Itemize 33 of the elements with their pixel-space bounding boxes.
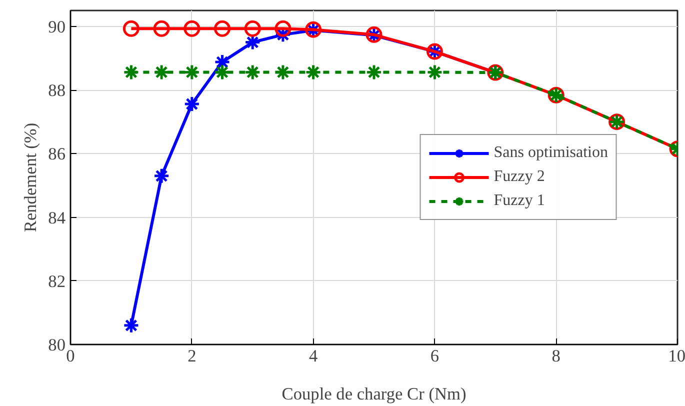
y-tick-label: 80: [48, 336, 66, 354]
point: [184, 64, 200, 80]
point: [122, 64, 140, 80]
x-tick-label: 4: [308, 346, 318, 366]
point: [153, 20, 170, 37]
point: [426, 64, 443, 80]
x-tick-label: 0: [66, 346, 75, 366]
point: [122, 20, 140, 37]
x-tick-label: 2: [188, 346, 196, 366]
y-tick-label: 90: [48, 17, 66, 36]
point: [214, 20, 230, 37]
y-tick-label: 84: [48, 208, 66, 228]
point: [184, 96, 200, 112]
y-axis-title: Rendement (%): [21, 122, 40, 232]
legend-label: Fuzzy 2: [494, 168, 545, 186]
y-tick-label: 82: [48, 272, 66, 291]
point: [244, 20, 261, 37]
x-tick-label: 10: [668, 346, 685, 366]
point: [122, 317, 140, 334]
y-tick-label: 88: [48, 81, 66, 100]
point: [366, 64, 382, 80]
legend-label: Fuzzy 1: [494, 192, 545, 210]
legend-label: Sans optimisation: [494, 144, 608, 162]
point: [214, 64, 230, 80]
point: [305, 64, 322, 80]
point: [184, 20, 200, 37]
point: [153, 168, 170, 184]
point: [274, 20, 292, 37]
y-tick-label: 86: [48, 144, 66, 164]
x-tick-label: 8: [552, 346, 560, 366]
point: [244, 64, 261, 80]
x-axis-title: Couple de charge Cr (Nm): [282, 384, 466, 404]
x-tick-label: 6: [430, 346, 440, 366]
